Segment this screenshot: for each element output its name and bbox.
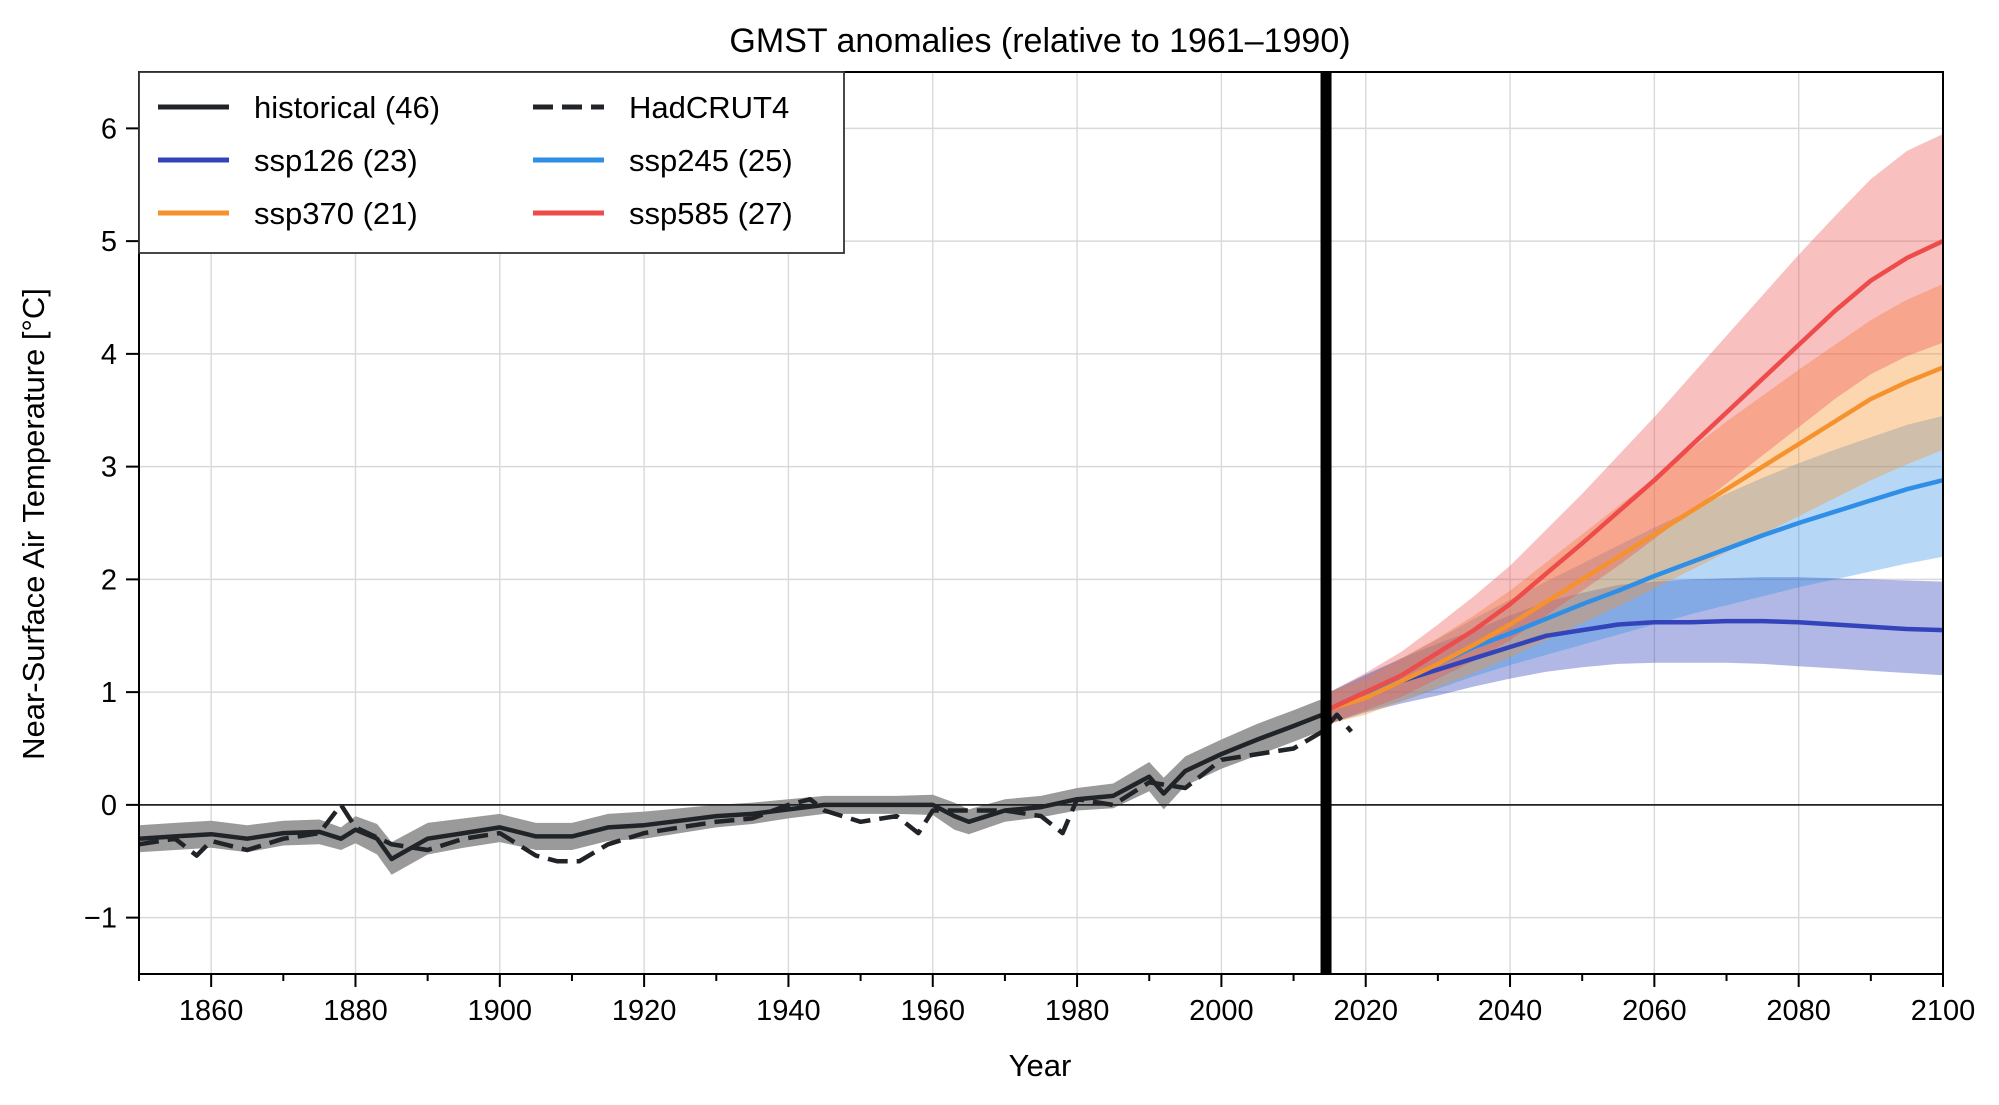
x-tick-label: 1880 (323, 995, 388, 1027)
historical-band (139, 698, 1323, 875)
uncertainty-bands (139, 134, 1943, 875)
ssp370-line (1328, 365, 1944, 712)
chart-title: GMST anomalies (relative to 1961–1990) (729, 22, 1350, 60)
ssp370-band (1329, 284, 1943, 724)
x-tick-label: 2000 (1189, 995, 1254, 1027)
plot-frame (138, 71, 1944, 975)
legend-label-ssp245: ssp245 (25) (629, 143, 793, 178)
ssp126-band (1329, 577, 1943, 724)
legend-label-historical: historical (46) (254, 90, 440, 125)
legend-label-ssp370: ssp370 (21) (254, 196, 418, 231)
x-tick-label: 1900 (468, 995, 533, 1027)
ssp245-band (1329, 415, 1943, 724)
legend: historical (46) HadCRUT4 ssp126 (23) ssp245… (138, 71, 845, 254)
hadcrut4-line (138, 712, 1354, 864)
y-tick-label: 0 (101, 790, 117, 822)
historical-projection-divider (1320, 72, 1332, 974)
legend-items: historical (46) HadCRUT4 ssp126 (23) ssp245… (158, 90, 793, 231)
axis-tick-labels: 1860 1880 1900 1920 1940 1960 1980 2000 2020 2040… (84, 113, 1975, 1027)
x-tick-label: 2020 (1333, 995, 1398, 1027)
ssp585-band (1329, 134, 1943, 724)
historical-line (138, 712, 1324, 862)
series-lines (138, 239, 1944, 864)
x-tick-label: 1920 (612, 995, 677, 1027)
legend-label-ssp126: ssp126 (23) (254, 143, 418, 178)
x-tick-label: 2040 (1478, 995, 1543, 1027)
x-tick-label: 1980 (1045, 995, 1110, 1027)
x-tick-label: 2100 (1911, 995, 1976, 1027)
ssp126-line (1328, 618, 1944, 712)
x-tick-label: 2060 (1622, 995, 1687, 1027)
ssp585-line (1328, 239, 1944, 712)
legend-label-ssp585: ssp585 (27) (629, 196, 793, 231)
y-tick-label: 4 (101, 339, 117, 371)
x-axis-title: Year (1009, 1048, 1072, 1083)
y-tick-label: −1 (84, 903, 117, 935)
y-tick-label: 3 (101, 452, 117, 484)
x-tick-label: 1960 (901, 995, 966, 1027)
legend-frame (138, 71, 845, 254)
y-tick-label: 5 (101, 226, 117, 258)
x-tick-label: 2080 (1766, 995, 1831, 1027)
x-tick-label: 1940 (756, 995, 821, 1027)
y-tick-label: 6 (101, 113, 117, 145)
y-tick-label: 1 (101, 677, 117, 709)
y-tick-label: 2 (101, 564, 117, 596)
y-axis-title: Near-Surface Air Temperature [°C] (16, 288, 51, 760)
x-tick-label: 1860 (179, 995, 244, 1027)
axis-ticks (126, 127, 1944, 987)
legend-label-hadcrut4: HadCRUT4 (629, 90, 789, 125)
